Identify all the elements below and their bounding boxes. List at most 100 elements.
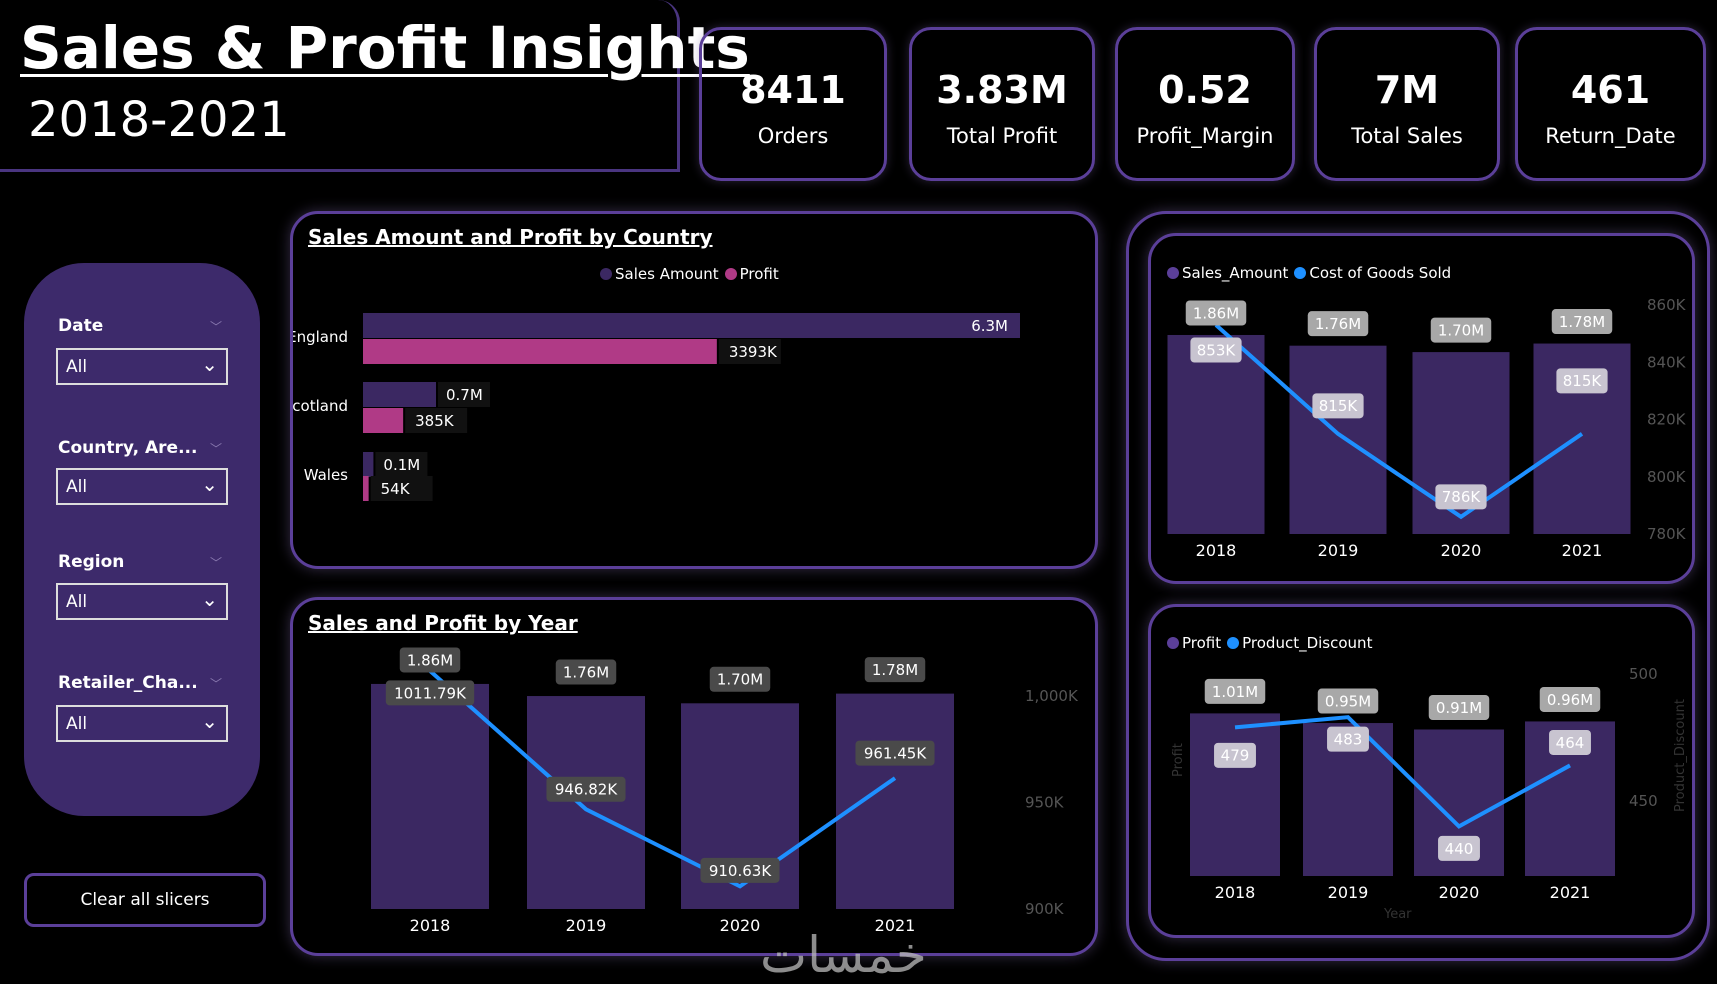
kpi-total-profit: 3.83M Total Profit <box>909 27 1095 181</box>
bar <box>371 683 489 909</box>
legend-label: Profit <box>739 265 779 283</box>
x-tick-label: 2018 <box>410 916 451 935</box>
line-series <box>1234 715 1571 829</box>
bar-data-label: 0.91M <box>1436 699 1482 717</box>
chevron-down-icon[interactable]: ﹀ <box>210 442 223 456</box>
y2-tick-label: 500 <box>1629 665 1658 683</box>
slicer-country-dropdown[interactable]: All ⌄ <box>56 468 228 505</box>
legend-item[interactable]: Product_Discount <box>1227 634 1372 652</box>
kpi-value: 3.83M <box>936 68 1068 112</box>
bar-profit <box>363 339 717 364</box>
bar-profit <box>363 408 404 433</box>
slicer-panel: Date ﹀ All ⌄ Country, Are... ﹀ All ⌄ Regio… <box>24 263 260 816</box>
data-label: 3393K <box>729 343 778 361</box>
slicer-date-dropdown[interactable]: All ⌄ <box>56 348 228 385</box>
line-data-label: 946.82K <box>555 781 618 799</box>
kpi-total-sales: 7M Total Sales <box>1314 27 1500 181</box>
data-label: 54K <box>381 480 411 498</box>
kpi-label: Profit_Margin <box>1136 124 1274 148</box>
chevron-down-icon[interactable]: ﹀ <box>210 677 223 691</box>
kpi-orders: 8411 Orders <box>699 27 887 181</box>
line-data-label-bg <box>385 680 475 706</box>
line-data-label: 1011.79K <box>394 684 467 702</box>
y2-tick-label: 900K <box>1025 900 1065 918</box>
bar-data-label-bg <box>1430 317 1492 343</box>
data-label: 0.1M <box>383 456 420 474</box>
legend-dot-icon <box>724 268 737 280</box>
slicer-retailer-dropdown[interactable]: All ⌄ <box>56 705 228 742</box>
line-data-label-bg <box>546 776 626 802</box>
kpi-label: Total Profit <box>946 124 1058 148</box>
bar-data-label-bg <box>1428 694 1490 720</box>
bar-data-label: 1.86M <box>407 651 453 669</box>
kpi-profit-margin: 0.52 Profit_Margin <box>1115 27 1295 181</box>
slicer-date-label: Date <box>58 316 104 336</box>
bar-sales-amount <box>363 313 1020 338</box>
x-tick-label: 2021 <box>1550 883 1591 902</box>
bar <box>836 693 954 909</box>
category-label: England <box>293 328 348 346</box>
bar-sales-amount <box>363 382 436 407</box>
line-data-label: 483 <box>1334 731 1363 749</box>
legend-item[interactable]: Sales Amount <box>600 265 719 283</box>
bar-data-label-bg <box>399 647 461 673</box>
y2-tick-label: 800K <box>1647 468 1687 486</box>
bar-data-label-bg <box>1307 311 1369 337</box>
chevron-down-icon: ⌄ <box>201 709 218 733</box>
slicer-region-label: Region <box>58 552 125 572</box>
legend-item[interactable]: Profit <box>724 265 779 283</box>
legend-label: Product_Discount <box>1242 634 1373 652</box>
chart-title: Sales and Profit by Year <box>308 611 578 635</box>
bar <box>1289 345 1387 534</box>
legend-item[interactable]: Profit <box>1167 634 1221 652</box>
bar-data-label: 1.70M <box>717 671 763 689</box>
bar-profit <box>363 476 369 501</box>
y2-tick-label: 820K <box>1647 411 1687 429</box>
clear-all-slicers-button[interactable]: Clear all slicers <box>24 873 266 927</box>
chevron-down-icon: ⌄ <box>201 587 218 611</box>
slicer-value: All <box>66 477 88 497</box>
slicer-country-label: Country, Are... <box>58 438 198 458</box>
bar-data-label-bg <box>709 666 771 692</box>
page-title: Sales & Profit Insights <box>20 14 750 82</box>
sales-cogs-chart-panel: Sales_Amount Cost of Goods Sold 860K 840K… <box>1148 233 1695 584</box>
bar-data-label: 1.78M <box>872 661 918 679</box>
bar-data-label: 0.95M <box>1325 692 1371 710</box>
x-tick-label: 2020 <box>720 916 761 935</box>
profit-discount-chart-panel: Profit Product_Discount Profit Product_D… <box>1148 604 1695 938</box>
chevron-down-icon[interactable]: ﹀ <box>210 556 223 570</box>
legend-item[interactable]: Sales_Amount <box>1167 264 1288 282</box>
slicer-value: All <box>66 592 88 612</box>
line-data-label-bg <box>1190 337 1242 363</box>
bar-data-label: 1.76M <box>563 663 609 681</box>
bar <box>1167 334 1265 534</box>
line-data-label: 464 <box>1556 734 1585 752</box>
x-tick-label: 2020 <box>1439 883 1480 902</box>
x-tick-label: 2019 <box>566 916 607 935</box>
line-data-label: 961.45K <box>864 745 927 763</box>
x-tick-label: 2018 <box>1196 541 1237 560</box>
data-label-bg <box>405 408 468 433</box>
kpi-value: 7M <box>1374 68 1440 112</box>
data-label: 385K <box>415 412 455 430</box>
kpi-label: Total Sales <box>1351 124 1463 148</box>
slicer-region-dropdown[interactable]: All ⌄ <box>56 583 228 620</box>
legend-label: Sales Amount <box>615 265 719 283</box>
sales-cogs-combo-chart: 860K 840K 820K 800K 780K 2018 2019 2020 2021 1.86… <box>1167 296 1687 560</box>
slicer-value: All <box>66 714 88 734</box>
chevron-down-icon[interactable]: ﹀ <box>210 320 223 334</box>
bar-data-label-bg <box>1185 300 1247 326</box>
kpi-label: Orders <box>757 124 829 148</box>
legend-dot-icon <box>600 268 612 280</box>
legend-item[interactable]: Cost of Goods Sold <box>1294 264 1451 282</box>
chevron-down-icon: ⌄ <box>201 472 218 496</box>
x-tick-label: 2019 <box>1328 883 1369 902</box>
bar-data-label-bg <box>1551 309 1613 335</box>
line-data-label: 910.63K <box>709 862 772 880</box>
bar-data-label-bg <box>555 659 617 685</box>
x-axis-title: Year <box>1384 907 1412 922</box>
line-data-label: 786K <box>1442 488 1482 506</box>
profit-discount-combo-chart: 500 450 2018 2019 2020 2021 1.01M 479 0.95M 483 0.… <box>1190 665 1658 902</box>
slicer-retailer-label: Retailer_Cha... <box>58 673 198 693</box>
watermark-logo: خمسات <box>760 926 927 984</box>
